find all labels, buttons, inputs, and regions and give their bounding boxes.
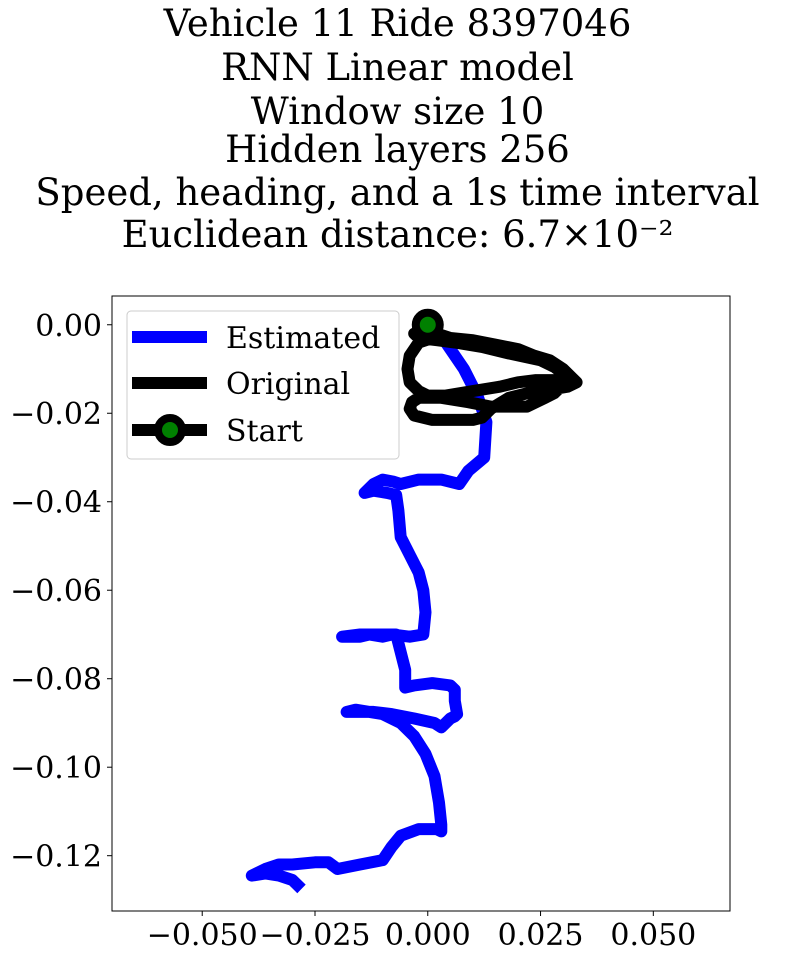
title-line-2: RNN Linear model	[221, 46, 574, 89]
legend-label-start: Start	[226, 414, 303, 449]
series-line-original	[401, 320, 583, 426]
legend-label-original: Original	[226, 367, 350, 402]
series-line-estimated	[245, 320, 493, 894]
y-axis: 0.00 −0.02 −0.04 −0.06 −0.08 −0.10 −0.12	[10, 309, 112, 875]
plot-frame	[111, 295, 731, 912]
legend-box	[126, 310, 400, 460]
start-marker	[411, 308, 444, 341]
y-tick-label: 0.00	[35, 309, 102, 344]
x-tick-label: −0.050	[147, 918, 258, 953]
x-tick-label: 0.050	[610, 918, 696, 953]
x-tick-label: 0.025	[498, 918, 584, 953]
x-axis: −0.050 −0.025 0.000 0.025 0.050	[147, 911, 696, 953]
x-tick-label: 0.000	[385, 918, 471, 953]
y-tick-label: −0.10	[10, 751, 102, 786]
series-layer	[245, 320, 583, 894]
legend-label-estimated: Estimated	[226, 321, 380, 356]
y-tick-label: −0.08	[10, 663, 102, 698]
title-line-3: Window size 10	[250, 90, 545, 133]
legend: Estimated Original Start	[126, 310, 400, 460]
title-line-1: Vehicle 11 Ride 8397046	[163, 2, 632, 45]
title-line-5: Speed, heading, and a 1s time interval	[35, 171, 760, 214]
title-line-6: Euclidean distance: 6.7×10⁻²	[121, 213, 674, 256]
x-tick-label: −0.025	[259, 918, 370, 953]
title-line-4: Hidden layers 256	[225, 128, 570, 171]
y-tick-label: −0.12	[10, 840, 102, 875]
y-tick-label: −0.02	[10, 397, 102, 432]
y-tick-label: −0.04	[10, 486, 102, 521]
legend-swatch-start-marker	[154, 414, 186, 446]
y-tick-label: −0.06	[10, 574, 102, 609]
